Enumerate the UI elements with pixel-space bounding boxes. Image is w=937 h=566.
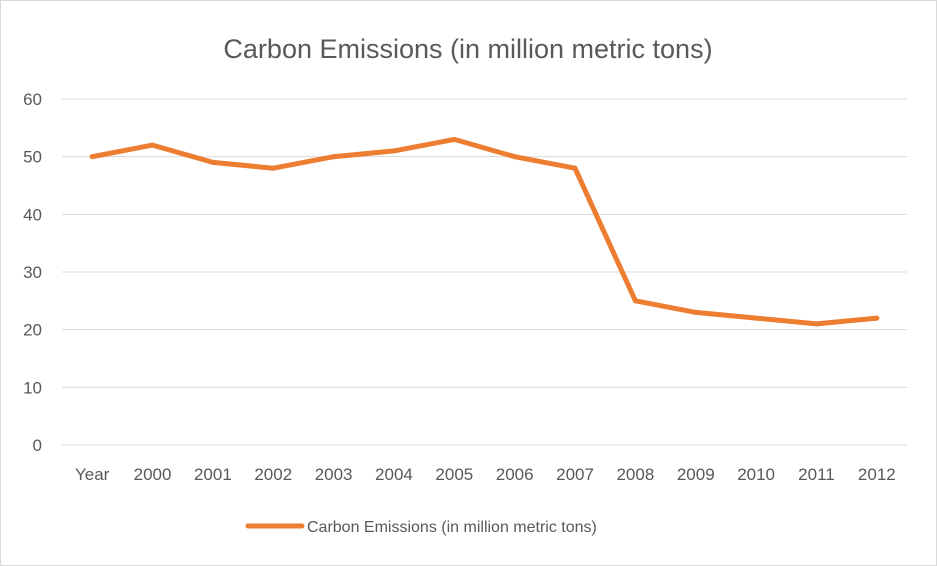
chart-title: Carbon Emissions (in million metric tons…	[223, 34, 712, 64]
x-tick-label: 2000	[134, 465, 172, 484]
data-point	[451, 136, 457, 142]
data-point	[874, 315, 880, 321]
series-group	[89, 136, 880, 327]
y-tick-label: 20	[23, 321, 42, 340]
data-point	[89, 154, 95, 160]
y-tick-label: 30	[23, 263, 42, 282]
x-tick-label: 2010	[737, 465, 775, 484]
data-point	[391, 148, 397, 154]
y-axis-ticks: 0 10 20 30 40 50 60	[23, 90, 42, 455]
legend-label: Carbon Emissions (in million metric tons…	[307, 519, 597, 536]
x-tick-label: 2005	[435, 465, 473, 484]
data-point	[632, 298, 638, 304]
x-tick-label: 2008	[616, 465, 654, 484]
data-point	[331, 154, 337, 160]
gridlines	[62, 98, 907, 446]
data-point	[210, 159, 216, 165]
x-tick-label: 2011	[798, 465, 835, 484]
x-tick-label: 2002	[254, 465, 292, 484]
y-tick-label: 10	[23, 378, 42, 397]
legend: Carbon Emissions (in million metric tons…	[245, 519, 597, 536]
y-tick-label: 40	[23, 205, 42, 224]
data-point	[693, 309, 699, 315]
x-tick-label: 2009	[677, 465, 715, 484]
x-tick-label: 2012	[858, 465, 896, 484]
x-tick-label: 2001	[194, 465, 232, 484]
data-point	[813, 321, 819, 327]
data-point	[753, 315, 759, 321]
data-point	[572, 165, 578, 171]
series-line-0	[89, 136, 880, 327]
y-tick-label: 60	[23, 90, 42, 109]
data-point	[512, 154, 518, 160]
y-tick-label: 0	[33, 436, 42, 455]
y-tick-label: 50	[23, 148, 42, 167]
x-axis-ticks: Year 2000 2001 2002 2003 2004 2005 2006 2007 2008…	[75, 465, 896, 484]
data-point	[150, 142, 156, 148]
x-tick-label: 2004	[375, 465, 413, 484]
x-tick-label: Year	[75, 465, 110, 484]
data-point	[270, 165, 276, 171]
x-tick-label: 2003	[315, 465, 353, 484]
x-tick-label: 2007	[556, 465, 594, 484]
x-tick-label: 2006	[496, 465, 534, 484]
